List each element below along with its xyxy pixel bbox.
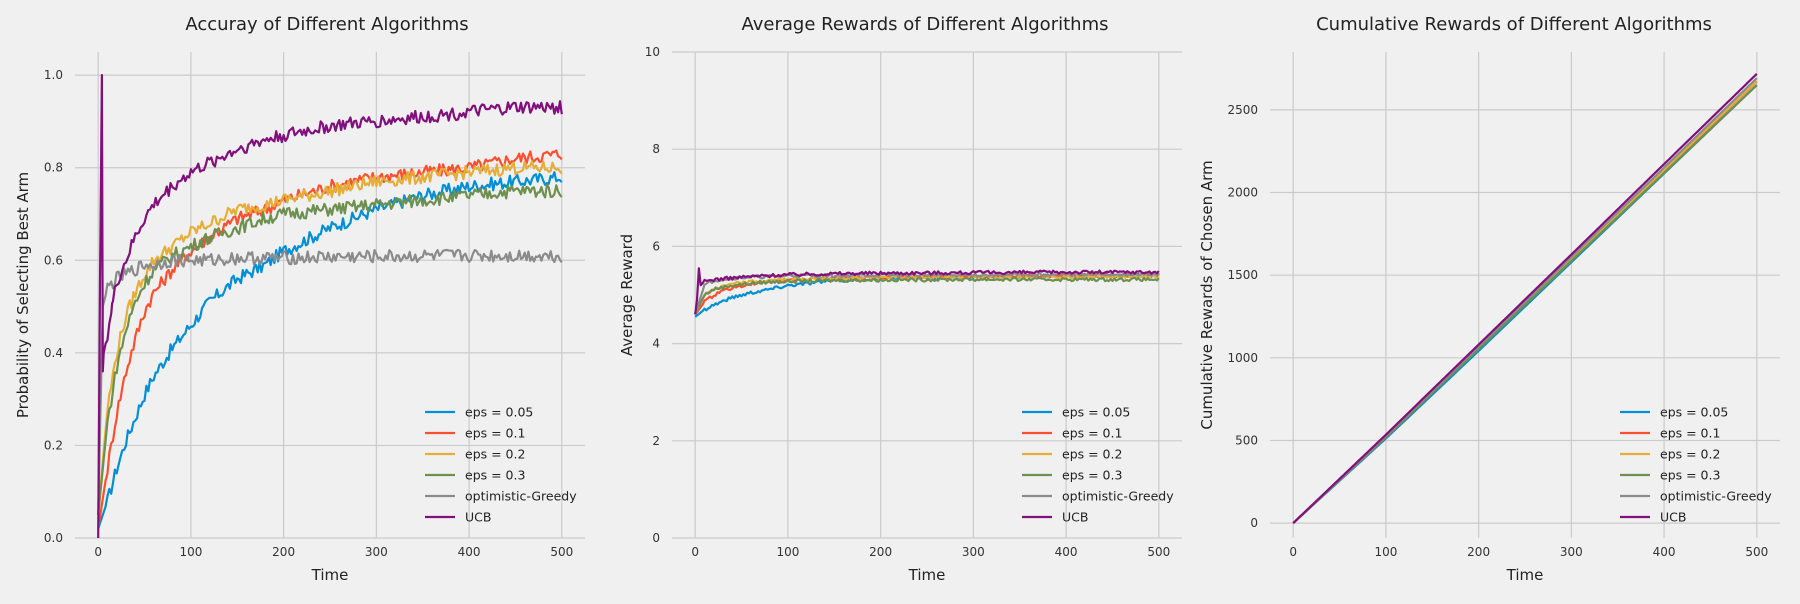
- chart-panel-1: 0 100 200 300 400 500 0.0 0.2 0.4 0.6 0.8 1.0 Accura…: [14, 14, 585, 584]
- y-axis-label: Average Reward: [618, 234, 636, 356]
- chart-panel-3: 0 100 200 300 400 500 0 500 1000 1500 2000 2500 Cumu…: [1198, 14, 1780, 584]
- series-line-1: [694, 272, 1160, 318]
- legend-label: eps = 0.05: [465, 405, 533, 420]
- y-tick-label: 1500: [1227, 268, 1258, 282]
- y-tick-label: 0.2: [44, 438, 63, 452]
- x-tick-label: 500: [1147, 545, 1170, 559]
- legend-label: eps = 0.1: [1660, 426, 1720, 441]
- legend-label: UCB: [1660, 510, 1686, 525]
- x-axis-label: Time: [311, 566, 349, 584]
- legend-label: eps = 0.2: [465, 447, 525, 462]
- chart-title: Cumulative Rewards of Different Algorith…: [1316, 14, 1712, 35]
- x-tick-label: 400: [1055, 545, 1078, 559]
- x-tick-label: 300: [365, 545, 388, 559]
- legend-label: UCB: [1062, 510, 1088, 525]
- legend: eps = 0.05 eps = 0.1 eps = 0.2 eps = 0.3 opt…: [1620, 405, 1772, 525]
- x-tick-label: 300: [1560, 545, 1583, 559]
- y-tick-label: 10: [645, 45, 660, 59]
- x-tick-label: 0: [94, 545, 102, 559]
- x-tick-label: 100: [776, 545, 799, 559]
- y-tick-label: 2500: [1227, 103, 1258, 117]
- series-line-4: [694, 276, 1160, 315]
- y-tick-label: 2: [652, 434, 660, 448]
- y-axis-label: Cumulative Rewards of Chosen Arm: [1198, 160, 1216, 429]
- x-tick-label: 400: [1653, 545, 1676, 559]
- x-axis-label: Time: [1506, 566, 1544, 584]
- legend-label: optimistic-Greedy: [1062, 489, 1174, 504]
- x-tick-label: 0: [691, 545, 699, 559]
- y-tick-label: 0.8: [44, 161, 63, 175]
- y-tick-label: 1000: [1227, 351, 1258, 365]
- x-tick-label: 100: [179, 545, 202, 559]
- legend-label: UCB: [465, 510, 491, 525]
- series-line-6: [694, 267, 1160, 315]
- y-tick-label: 8: [652, 142, 660, 156]
- legend: eps = 0.05 eps = 0.1 eps = 0.2 eps = 0.3 opt…: [425, 405, 577, 525]
- x-tick-label: 300: [962, 545, 985, 559]
- x-tick-label: 0: [1289, 545, 1297, 559]
- legend-label: eps = 0.1: [465, 426, 525, 441]
- series-line-4: [97, 183, 563, 516]
- y-tick-label: 500: [1235, 433, 1258, 447]
- legend-label: optimistic-Greedy: [465, 489, 577, 504]
- y-tick-label: 0: [1250, 516, 1258, 530]
- legend-label: eps = 0.3: [465, 468, 525, 483]
- y-tick-label: 1.0: [44, 68, 63, 82]
- chart-panel-2: 0 100 200 300 400 500 0 2 4 6 8 10 Average Rewards o…: [618, 14, 1182, 584]
- series-line-6: [1292, 73, 1758, 524]
- y-tick-label: 0.6: [44, 253, 63, 267]
- y-tick-label: 4: [652, 337, 660, 351]
- x-tick-label: 200: [1467, 545, 1490, 559]
- legend-label: eps = 0.05: [1660, 405, 1728, 420]
- legend-label: eps = 0.2: [1062, 447, 1122, 462]
- chart-title: Average Rewards of Different Algorithms: [742, 14, 1109, 35]
- y-tick-label: 6: [652, 239, 660, 253]
- legend-label: eps = 0.2: [1660, 447, 1720, 462]
- legend-label: eps = 0.05: [1062, 405, 1130, 420]
- legend-label: eps = 0.3: [1660, 468, 1720, 483]
- x-tick-label: 200: [272, 545, 295, 559]
- legend-label: optimistic-Greedy: [1660, 489, 1772, 504]
- chart-title: Accuray of Different Algorithms: [185, 14, 468, 35]
- y-tick-label: 2000: [1227, 186, 1258, 200]
- x-tick-label: 400: [458, 545, 481, 559]
- x-tick-label: 500: [550, 545, 573, 559]
- y-tick-label: 0.4: [44, 346, 63, 360]
- series-line-5: [97, 248, 563, 515]
- series-line-3: [97, 160, 563, 515]
- x-tick-label: 500: [1745, 545, 1768, 559]
- legend: eps = 0.05 eps = 0.1 eps = 0.2 eps = 0.3 opt…: [1022, 405, 1174, 525]
- x-tick-label: 100: [1374, 545, 1397, 559]
- y-axis-label: Probability of Selecting Best Arm: [14, 172, 32, 418]
- x-axis-label: Time: [908, 566, 946, 584]
- x-tick-label: 200: [869, 545, 892, 559]
- legend-label: eps = 0.1: [1062, 426, 1122, 441]
- legend-label: eps = 0.3: [1062, 468, 1122, 483]
- y-tick-label: 0: [652, 531, 660, 545]
- series-line-1: [97, 171, 563, 530]
- y-tick-label: 0.0: [44, 531, 63, 545]
- series-line-6: [97, 73, 563, 539]
